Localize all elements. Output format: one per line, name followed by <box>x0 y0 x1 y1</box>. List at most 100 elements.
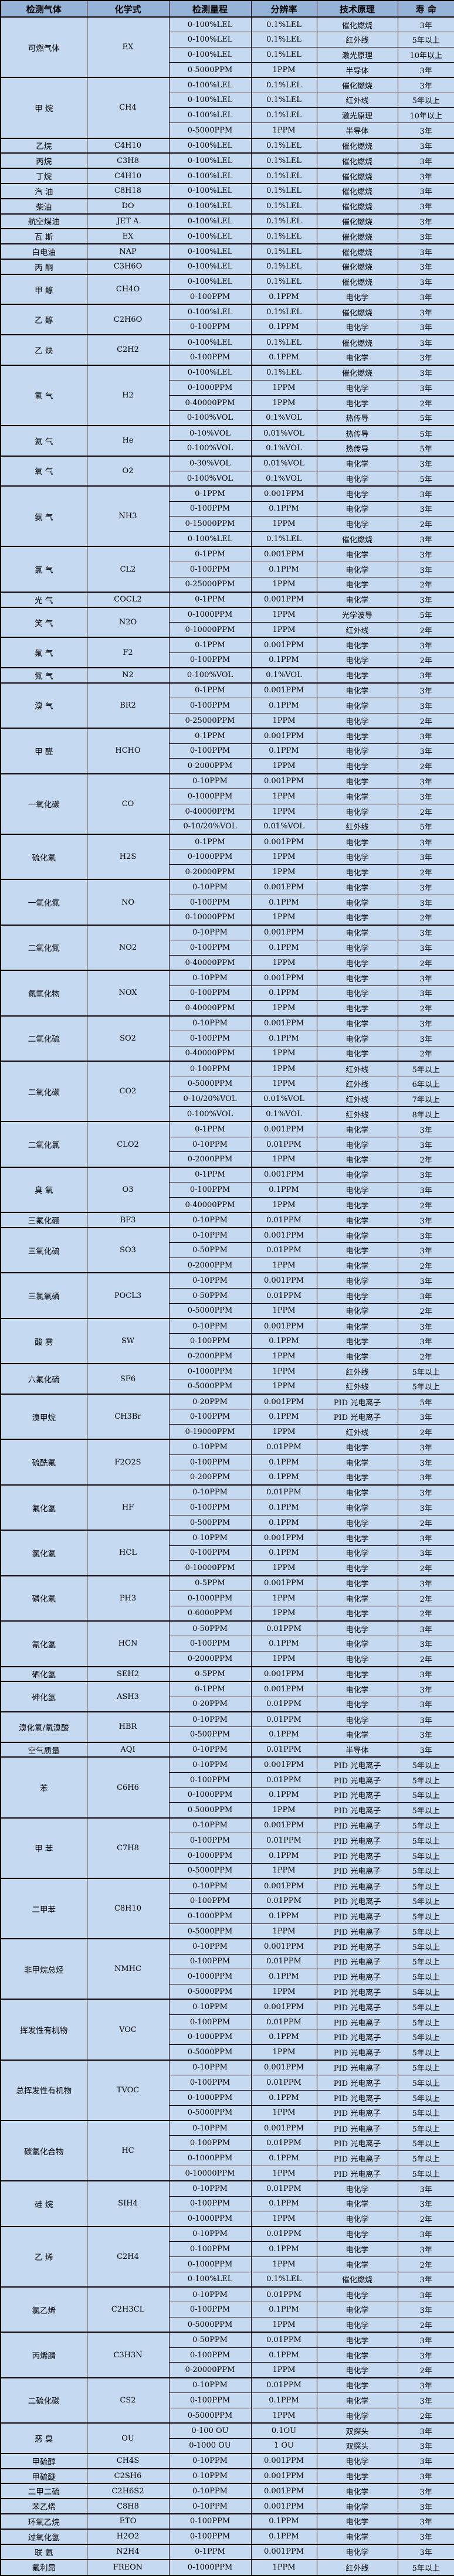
range-cell: 0-10PPM <box>168 2498 252 2514</box>
formula-cell: HF <box>86 1484 170 1531</box>
range-cell: 0-100%LEL <box>168 77 252 93</box>
resolution-cell: 1PPM <box>250 2317 317 2333</box>
resolution-cell: 0.001PPM <box>250 1317 317 1334</box>
resolution-cell: 0.001PPM <box>250 2498 317 2514</box>
lifespan-cell: 3年 <box>397 728 454 744</box>
formula-cell: C6H6 <box>86 1756 170 1819</box>
resolution-cell: 1PPM <box>250 1923 317 1939</box>
resolution-cell: 1PPM <box>250 2256 317 2272</box>
lifespan-cell: 5年以上 <box>397 2089 454 2106</box>
resolution-cell: 0.1PPM <box>250 1636 317 1652</box>
range-cell: 0-10PPM <box>168 879 252 895</box>
range-cell: 0-10000PPM <box>168 909 252 926</box>
principle-cell: PID 光电离子 <box>316 1817 398 1833</box>
resolution-cell: 0.1%LEL <box>250 32 317 48</box>
lifespan-cell: 3年 <box>397 833 454 850</box>
resolution-cell: 1PPM <box>250 1151 317 1168</box>
resolution-cell: 0.1%LEL <box>250 531 317 547</box>
lifespan-cell: 3年 <box>397 1015 454 1031</box>
principle-cell: 电化学 <box>316 1151 398 1168</box>
range-cell: 0-5000PPM <box>168 62 252 78</box>
principle-cell: 红外线 <box>316 92 398 108</box>
resolution-cell: 0.001PPM <box>250 1938 317 1955</box>
lifespan-cell: 2年 <box>397 1514 454 1531</box>
lifespan-cell: 5年以上 <box>397 2075 454 2091</box>
resolution-cell: 0.1%LEL <box>250 182 317 199</box>
resolution-cell: 0.001PPM <box>250 1166 317 1183</box>
gas-name-cell: 六氟化硫 <box>0 1363 87 1395</box>
table-row: 0-100PPM 0.1PPM 电化学 3年 <box>1 349 454 366</box>
resolution-cell: 0.001PPM <box>250 879 317 895</box>
resolution-cell: 1PPM <box>250 1605 317 1622</box>
table-row: 0-5000PPM 1PPM PID 光电离子 5年以上 <box>1 2044 454 2061</box>
gas-name-cell: 溴甲烷 <box>0 1393 87 1440</box>
table-row: 三氟化硼 BF3 0-10PPM 0.01PPM 电化学 3年 <box>0 1212 454 1228</box>
resolution-cell: 0.001PPM <box>250 924 317 941</box>
range-cell: 0-100%LEL <box>168 531 252 547</box>
gas-name-cell: 可燃气体 <box>0 16 87 78</box>
principle-cell: PID 光电离子 <box>316 1969 398 1985</box>
resolution-cell: 0.1%LEL <box>250 2271 317 2288</box>
table-row: 0-1000PPM 1PPM 电化学 3年 <box>1 380 454 396</box>
formula-cell: NO <box>86 879 170 926</box>
table-row: 0-10000PPM 1PPM 电化学 2年 <box>1 1560 454 1576</box>
lifespan-cell: 3年 <box>397 213 454 229</box>
principle-cell: 双探头 <box>316 2438 398 2454</box>
table-row: 溴甲烷 CH3Br 0-20PPM 0.001PPM PID 光电离子 5年 <box>0 1393 454 1440</box>
formula-cell: H2O2 <box>86 2528 170 2545</box>
principle-cell: 电化学 <box>316 758 398 774</box>
table-row: 0-10PPM 0.01PPM 电化学 3年 <box>1 1136 454 1153</box>
table-row: 0-2000PPM 1PPM 电化学 2年 <box>1 1258 454 1273</box>
lifespan-cell: 3年 <box>397 2196 454 2212</box>
table-row: 0-100PPM 0.1PPM 电化学 3年 <box>1 2241 454 2257</box>
formula-cell: N2O <box>86 606 170 638</box>
principle-cell: 电化学 <box>316 1212 398 1228</box>
lifespan-cell: 2年 <box>397 2317 454 2333</box>
principle-cell: 电化学 <box>316 501 398 517</box>
table-row: 0-100PPM 0.1PPM 电化学 3年 <box>1 1545 454 1561</box>
table-row: 一氧化碳 CO 0-10PPM 0.001PPM 电化学 3年 <box>0 773 454 835</box>
header-formula: 化学式 <box>86 0 170 18</box>
lifespan-cell: 5年以上 <box>397 2119 454 2136</box>
range-cell: 0-100%LEL <box>168 273 252 290</box>
table-row: 0-5000PPM 1PPM 电化学 2年 <box>1 1303 454 1319</box>
principle-cell: 电化学 <box>316 985 398 1001</box>
principle-cell: 热传导 <box>316 410 398 426</box>
range-cell: 0-5000PPM <box>168 1863 252 1879</box>
resolution-cell: 0.1PPM <box>250 1727 317 1743</box>
gas-name-cell: 甲 苯 <box>0 1817 87 1879</box>
table-row: 可燃气体 EX 0-100%LEL 0.1%LEL 催化燃烧 3年 <box>0 16 454 78</box>
lifespan-cell: 5年以上 <box>397 32 454 48</box>
principle-cell: 电化学 <box>316 970 398 986</box>
principle-cell: 催化燃烧 <box>316 168 398 184</box>
lifespan-cell: 5年以上 <box>397 2558 454 2576</box>
principle-cell: PID 光电离子 <box>316 1772 398 1788</box>
formula-cell: NAP <box>86 243 170 260</box>
range-cell: 0-100PPM <box>168 1833 252 1848</box>
resolution-cell: 0.01PPM <box>250 2286 317 2303</box>
gas-name-cell: 臭 氧 <box>0 1166 87 1213</box>
lifespan-cell: 3年 <box>397 849 454 865</box>
table-row: 甲 烷 CH4 0-100%LEL 0.1%LEL 催化燃烧 3年 <box>0 77 454 139</box>
gas-name-cell: 溴化氢/氢溴酸 <box>0 1711 87 1743</box>
principle-cell: 电化学 <box>316 954 398 971</box>
principle-cell: 电化学 <box>316 2468 398 2484</box>
lifespan-cell: 3年 <box>397 879 454 895</box>
principle-cell: 电化学 <box>316 561 398 577</box>
range-cell: 0-100PPM <box>168 319 252 335</box>
range-cell: 0-1PPM <box>168 591 252 608</box>
lifespan-cell: 5年以上 <box>397 1877 454 1894</box>
range-cell: 0-10PPM <box>168 1439 252 1455</box>
principle-cell: PID 光电离子 <box>316 1893 398 1909</box>
table-row: 0-5000PPM 1PPM PID 光电离子 5年以上 <box>1 2105 454 2121</box>
table-row: 0-5000PPM 1PPM PID 光电离子 5年以上 <box>1 1923 454 1939</box>
table-row: 二氧化氯 CLO2 0-1PPM 0.001PPM 电化学 3年 <box>0 1121 454 1168</box>
header-principle: 技术原理 <box>316 0 398 18</box>
lifespan-cell: 3年 <box>397 1317 454 1334</box>
resolution-cell: 0.001PPM <box>250 2543 317 2560</box>
table-row: 0-40000PPM 1PPM 电化学 2年 <box>1 1197 454 1213</box>
resolution-cell: 0.1PPM <box>250 743 317 759</box>
resolution-cell: 1 OU <box>250 2438 317 2454</box>
range-cell: 0-100PPM <box>168 1454 252 1470</box>
